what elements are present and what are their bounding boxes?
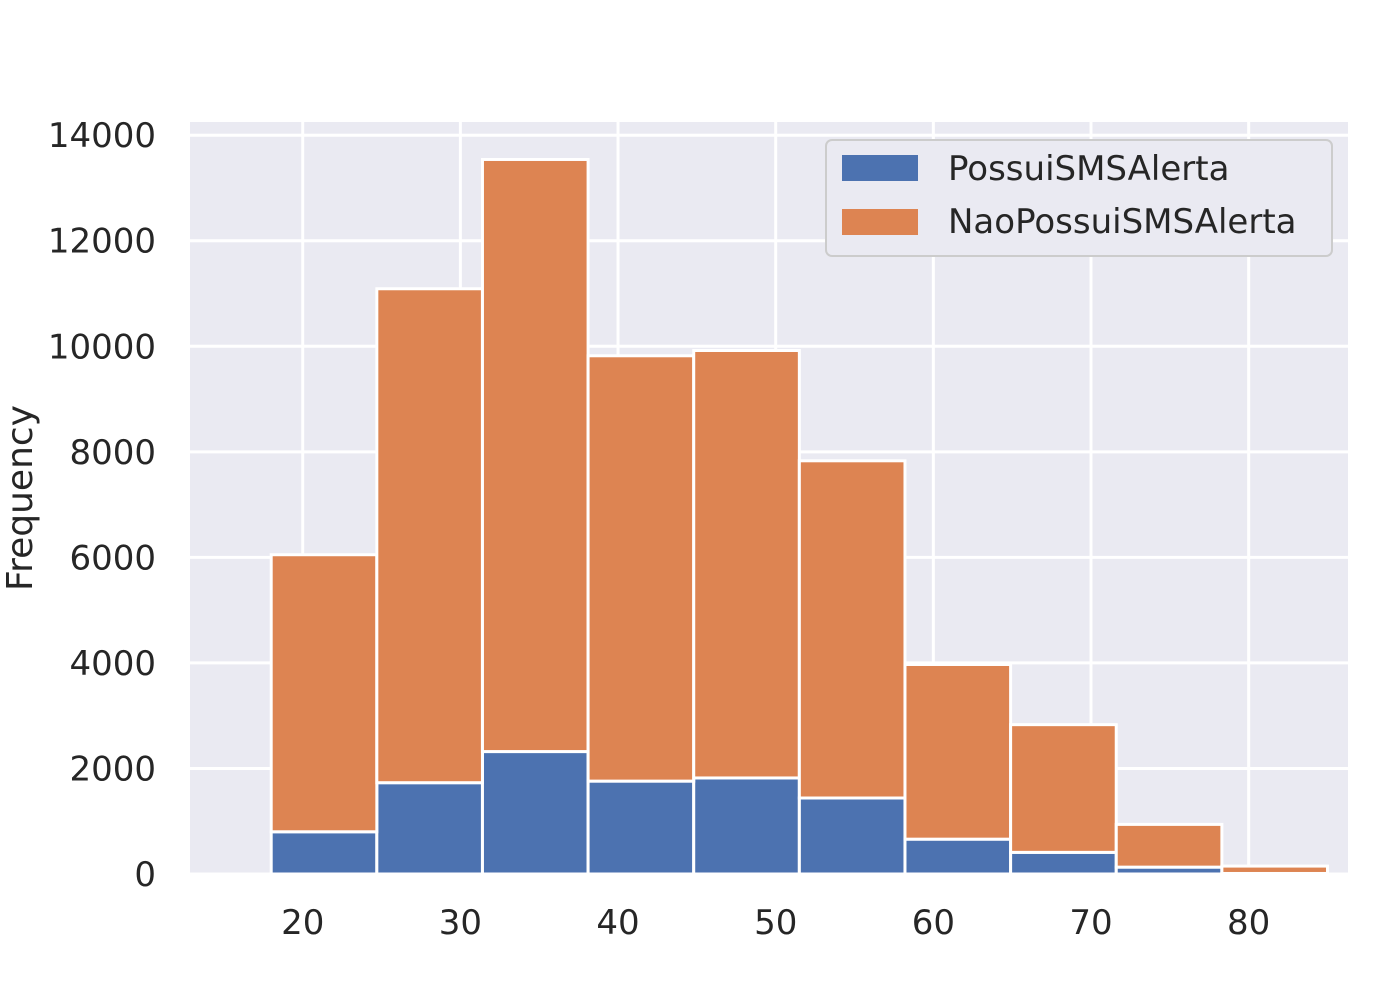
bar-naopossuismsalerta — [1220, 864, 1330, 875]
y-tick-label: 14000 — [48, 116, 156, 156]
bar-possuismsalerta — [269, 830, 379, 876]
x-tick-label: 30 — [439, 903, 482, 943]
y-axis-label: Frequency — [0, 405, 41, 591]
x-tick-label: 70 — [1069, 903, 1112, 943]
bar-naopossuismsalerta — [692, 349, 801, 780]
bar-possuismsalerta — [375, 781, 484, 876]
bar-possuismsalerta — [692, 776, 801, 876]
bar-naopossuismsalerta — [375, 287, 484, 785]
legend-swatch-naopossui — [842, 209, 918, 235]
bar-naopossuismsalerta — [1009, 723, 1118, 854]
legend-label-possui: PossuiSMSAlerta — [948, 149, 1229, 189]
y-tick-label: 4000 — [69, 644, 156, 684]
legend-box — [825, 139, 1333, 257]
bar-naopossuismsalerta — [480, 157, 590, 754]
x-tick-labels: 20 30 40 50 60 70 80 — [281, 903, 1270, 943]
y-tick-label: 0 — [134, 855, 156, 895]
bar-possuismsalerta — [797, 796, 907, 876]
x-tick-label: 50 — [754, 903, 797, 943]
bar-possuismsalerta — [1009, 850, 1118, 876]
bars — [269, 157, 1330, 876]
x-tick-label: 20 — [281, 903, 324, 943]
bar-naopossuismsalerta — [269, 553, 379, 834]
y-tick-labels: 0 2000 4000 6000 8000 10000 12000 14000 — [48, 116, 156, 895]
y-tick-label: 6000 — [69, 538, 156, 578]
x-tick-label: 80 — [1227, 903, 1270, 943]
bar-naopossuismsalerta — [1114, 822, 1224, 869]
bar-possuismsalerta — [903, 837, 1013, 876]
x-tick-label: 40 — [596, 903, 639, 943]
bar-possuismsalerta — [480, 750, 590, 876]
bar-possuismsalerta — [586, 779, 696, 876]
y-tick-label: 8000 — [69, 433, 156, 473]
x-tick-label: 60 — [912, 903, 955, 943]
legend: PossuiSMSAlerta NaoPossuiSMSAlerta — [825, 139, 1333, 257]
bar-naopossuismsalerta — [903, 662, 1013, 841]
y-tick-label: 2000 — [69, 749, 156, 789]
legend-label-naopossui: NaoPossuiSMSAlerta — [948, 202, 1296, 242]
y-tick-label: 12000 — [48, 222, 156, 262]
y-tick-label: 10000 — [48, 327, 156, 367]
bar-naopossuismsalerta — [586, 354, 696, 783]
legend-swatch-possui — [842, 155, 918, 181]
bar-naopossuismsalerta — [797, 459, 907, 800]
